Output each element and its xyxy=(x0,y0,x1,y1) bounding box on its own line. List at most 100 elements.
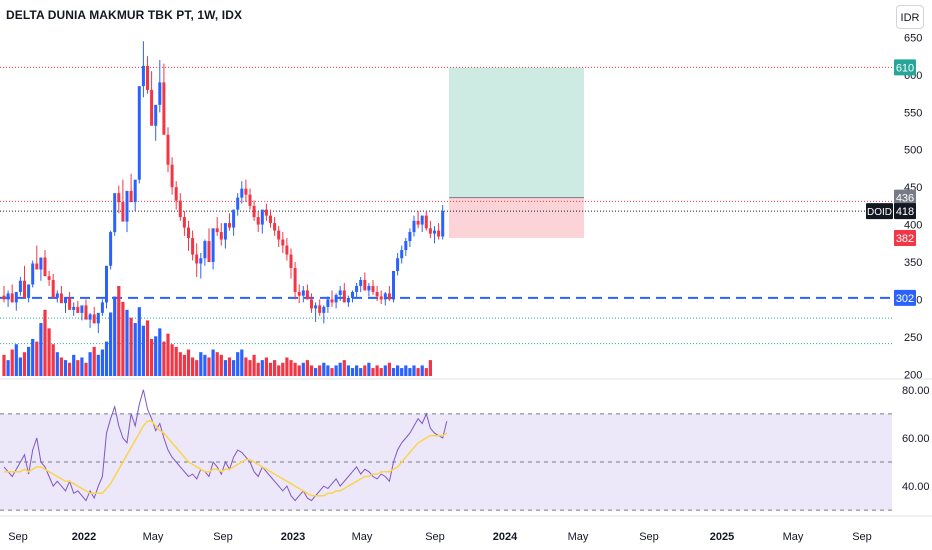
candle-body[interactable] xyxy=(351,291,354,298)
candle-body[interactable] xyxy=(27,284,31,298)
candle-body[interactable] xyxy=(133,179,137,203)
rsi-pane[interactable]: 40.00 60.00 80.00 xyxy=(0,385,930,511)
candle-body[interactable] xyxy=(387,293,391,300)
candle-body[interactable] xyxy=(117,193,121,203)
candle-body[interactable] xyxy=(2,295,6,300)
candle-body[interactable] xyxy=(219,232,223,240)
candle-body[interactable] xyxy=(18,280,22,292)
candle-body[interactable] xyxy=(248,194,252,206)
candle-body[interactable] xyxy=(305,290,309,300)
candle-body[interactable] xyxy=(437,230,441,237)
candle-body[interactable] xyxy=(35,263,39,270)
candle-body[interactable] xyxy=(121,202,125,222)
candle-body[interactable] xyxy=(314,305,318,309)
candle-body[interactable] xyxy=(264,209,268,216)
candle-body[interactable] xyxy=(150,89,154,126)
candle-body[interactable] xyxy=(277,230,281,240)
candle-body[interactable] xyxy=(240,188,244,198)
candle-body[interactable] xyxy=(342,290,346,303)
candle-body[interactable] xyxy=(441,211,445,237)
candle-body[interactable] xyxy=(6,293,10,300)
candle-body[interactable] xyxy=(191,238,195,255)
candle-body[interactable] xyxy=(289,254,293,268)
time-axis[interactable]: Sep 2022 May Sep 2023 May Sep 2024 May Sep 2025 May… xyxy=(0,515,932,543)
candle-body[interactable] xyxy=(14,291,18,303)
candle-body[interactable] xyxy=(158,82,162,105)
candle-body[interactable] xyxy=(146,65,149,90)
candle-body[interactable] xyxy=(92,314,96,324)
candle-body[interactable] xyxy=(109,232,113,266)
candle-body[interactable] xyxy=(330,299,334,303)
candle-body[interactable] xyxy=(10,293,14,303)
candle-body[interactable] xyxy=(141,65,145,87)
candle-body[interactable] xyxy=(367,285,371,291)
candle-body[interactable] xyxy=(355,285,359,292)
stop-loss-zone[interactable] xyxy=(449,197,584,239)
candle-body[interactable] xyxy=(400,250,404,259)
candle-body[interactable] xyxy=(55,293,59,298)
candle-body[interactable] xyxy=(178,200,182,218)
candle-body[interactable] xyxy=(346,297,350,303)
candle-body[interactable] xyxy=(392,270,395,300)
candle-body[interactable] xyxy=(203,241,207,259)
candle-body[interactable] xyxy=(375,291,379,297)
candle-body[interactable] xyxy=(244,188,248,195)
candle-body[interactable] xyxy=(269,215,272,224)
candle-body[interactable] xyxy=(43,257,47,277)
candle-body[interactable] xyxy=(273,223,277,231)
candle-body[interactable] xyxy=(293,267,297,292)
candle-body[interactable] xyxy=(72,306,76,310)
candle-body[interactable] xyxy=(297,291,301,296)
candle-body[interactable] xyxy=(383,293,387,300)
candle-body[interactable] xyxy=(428,228,432,234)
candle-body[interactable] xyxy=(211,228,215,262)
candle-body[interactable] xyxy=(318,305,322,313)
candle-body[interactable] xyxy=(396,258,400,271)
candle-body[interactable] xyxy=(301,290,305,296)
candle-body[interactable] xyxy=(125,190,129,222)
candle-body[interactable] xyxy=(76,306,80,313)
candle-body[interactable] xyxy=(236,197,240,210)
candle-body[interactable] xyxy=(281,239,285,246)
candle-body[interactable] xyxy=(170,164,174,188)
candle-body[interactable] xyxy=(113,193,117,233)
currency-button[interactable]: IDR xyxy=(896,5,924,29)
candle-body[interactable] xyxy=(47,276,51,280)
candle-body[interactable] xyxy=(51,279,55,298)
rsi-line[interactable] xyxy=(3,389,448,502)
candle-body[interactable] xyxy=(105,265,108,303)
candle-body[interactable] xyxy=(100,302,104,313)
candle-body[interactable] xyxy=(326,299,330,307)
candle-body[interactable] xyxy=(379,296,383,300)
candle-body[interactable] xyxy=(322,306,326,313)
candle-body[interactable] xyxy=(252,205,256,218)
candle-body[interactable] xyxy=(68,297,72,310)
candle-body[interactable] xyxy=(215,228,219,233)
candle-body[interactable] xyxy=(64,297,67,304)
candle-body[interactable] xyxy=(359,279,363,286)
candle-body[interactable] xyxy=(88,314,92,320)
candle-body[interactable] xyxy=(96,312,100,324)
candle-body[interactable] xyxy=(223,223,227,240)
candle-body[interactable] xyxy=(433,230,436,234)
candle-body[interactable] xyxy=(334,294,338,303)
candle-body[interactable] xyxy=(371,285,375,292)
candle-body[interactable] xyxy=(137,86,141,180)
candle-body[interactable] xyxy=(256,217,260,225)
candle-body[interactable] xyxy=(80,305,84,313)
candle-body[interactable] xyxy=(154,104,158,126)
candle-body[interactable] xyxy=(174,187,178,201)
candle-body[interactable] xyxy=(195,254,199,264)
candle-body[interactable] xyxy=(363,279,367,291)
candle-body[interactable] xyxy=(310,299,313,309)
candle-body[interactable] xyxy=(420,215,424,225)
rsi-ma-line[interactable] xyxy=(4,420,448,497)
candle-body[interactable] xyxy=(129,190,133,203)
candle-body[interactable] xyxy=(424,215,428,229)
candle-body[interactable] xyxy=(260,209,264,225)
candle-body[interactable] xyxy=(23,280,26,298)
candle-body[interactable] xyxy=(39,257,43,270)
candle-body[interactable] xyxy=(166,134,170,165)
candle-body[interactable] xyxy=(199,258,203,264)
candle-body[interactable] xyxy=(59,293,63,304)
